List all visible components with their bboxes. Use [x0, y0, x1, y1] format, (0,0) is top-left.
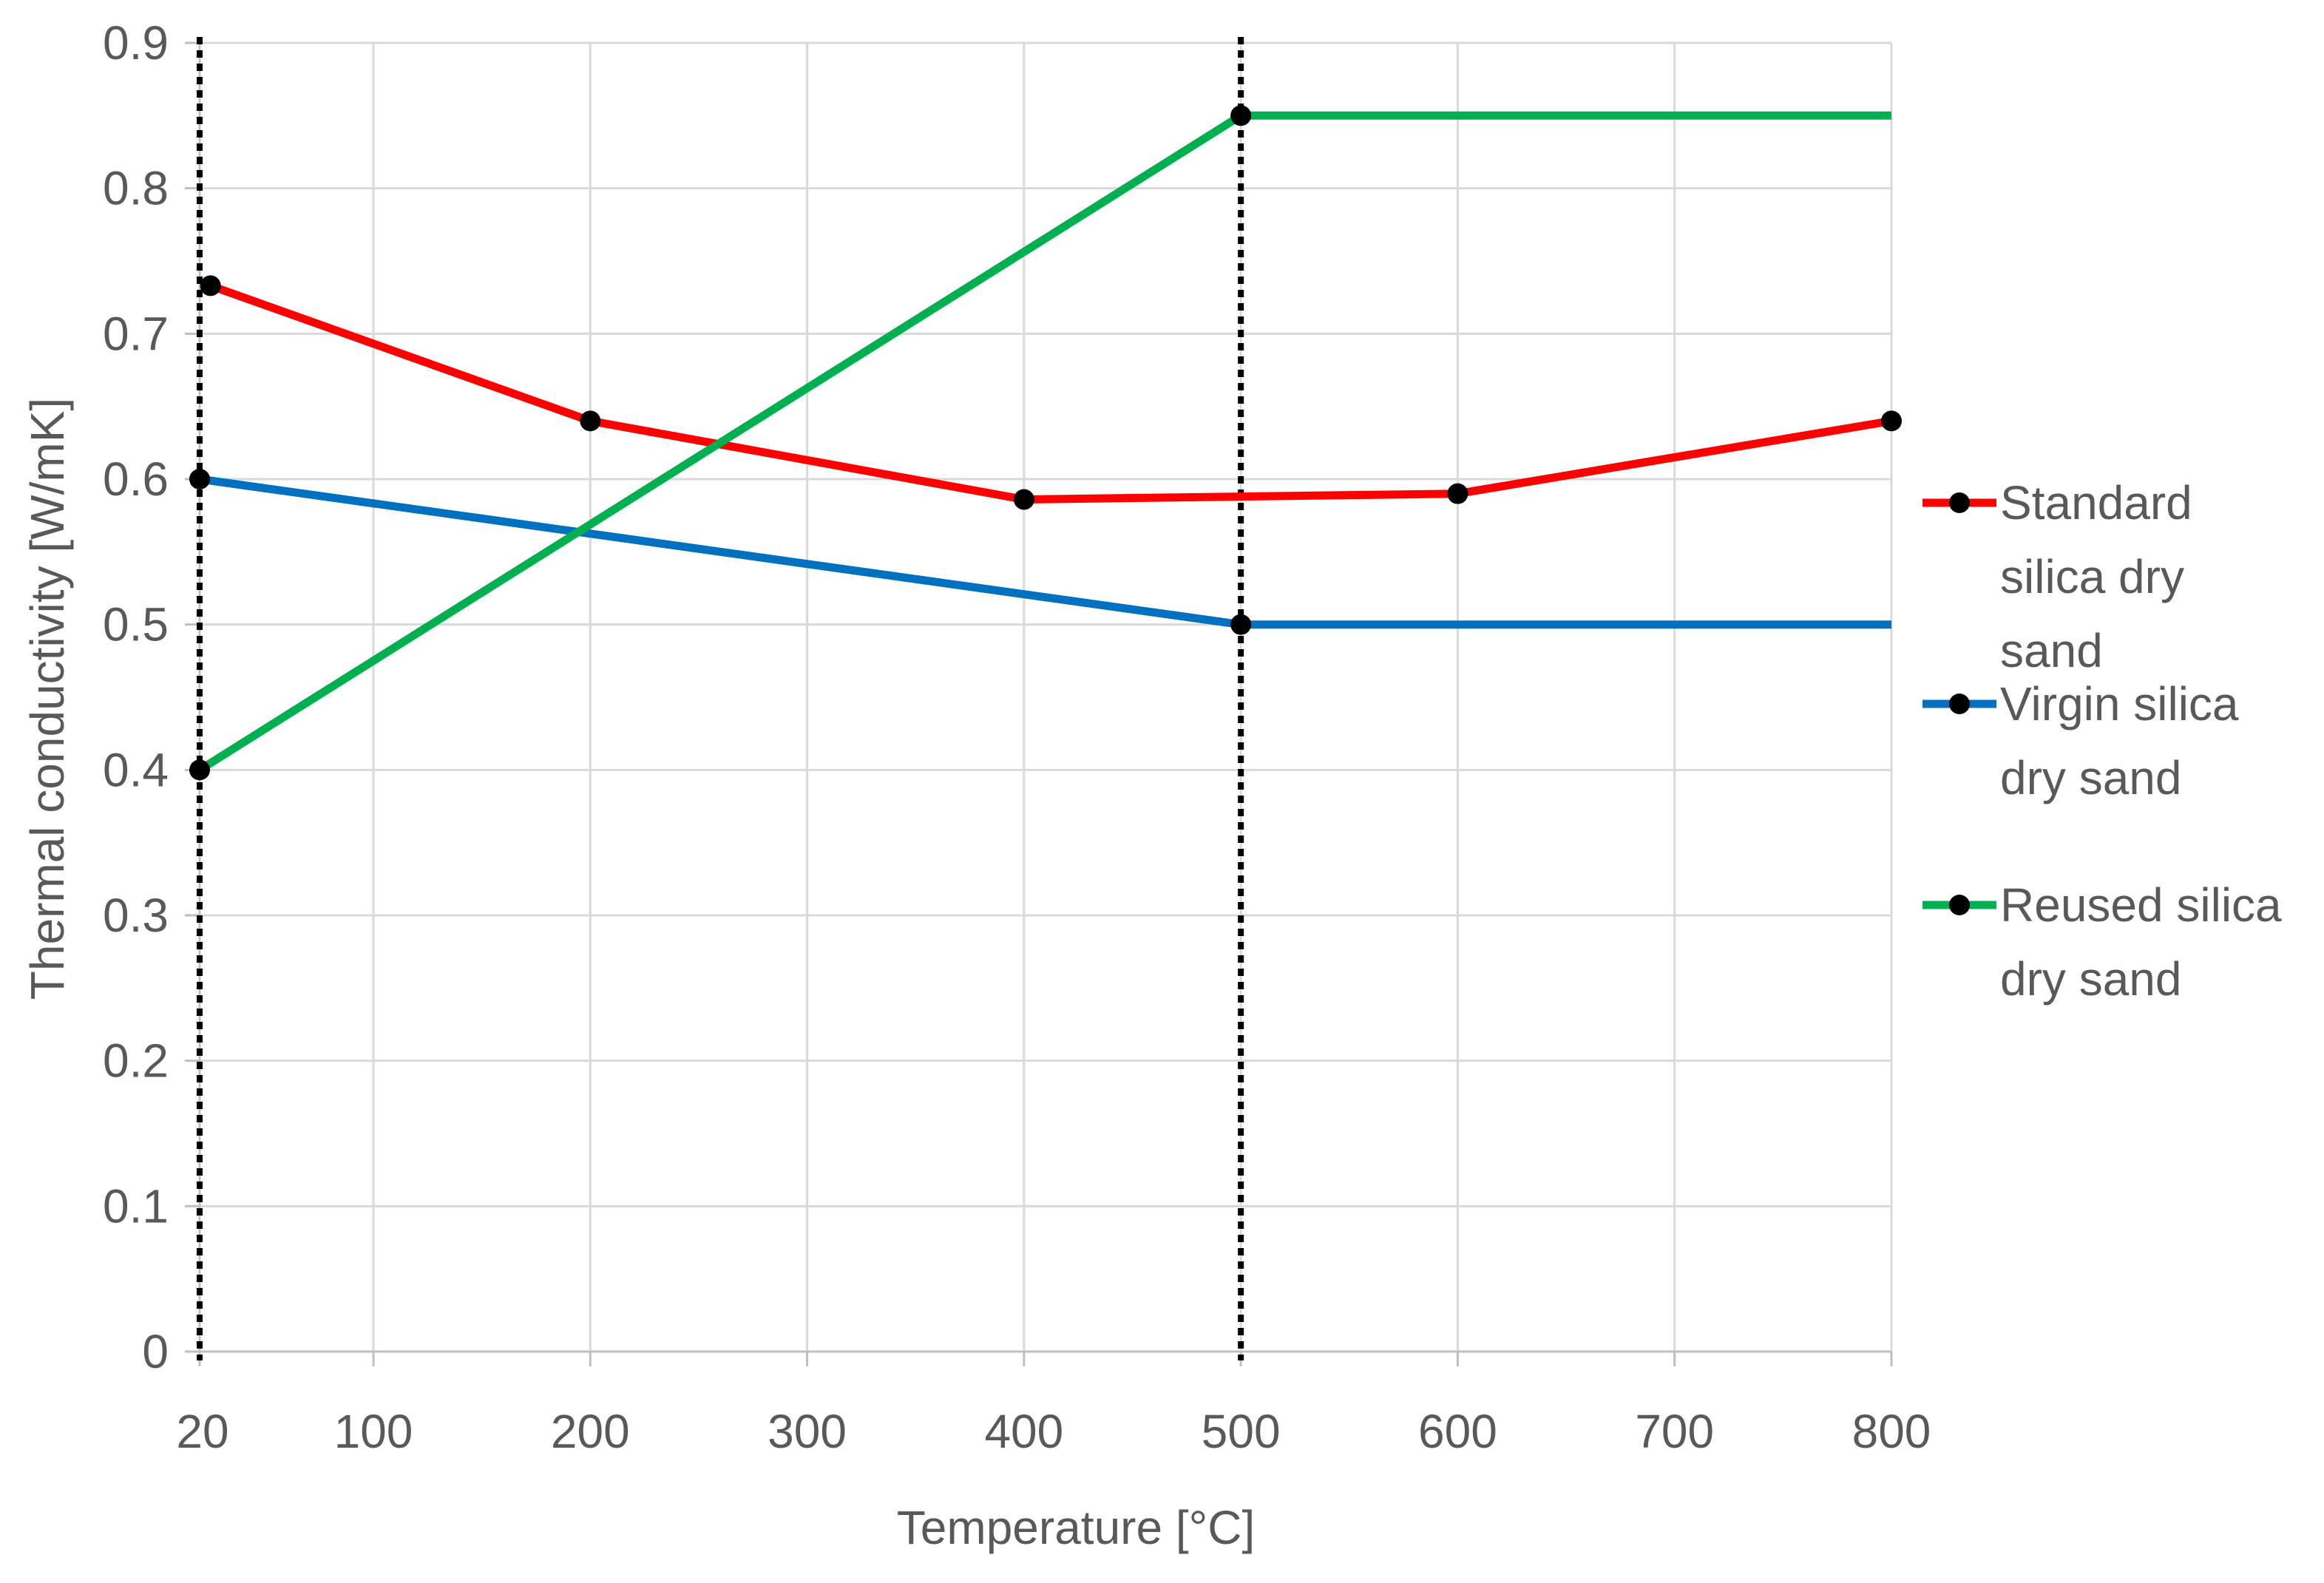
data-point [200, 275, 221, 296]
x-axis-title: Temperature [°C] [897, 1501, 1255, 1554]
y-tick-label: 0.2 [103, 1034, 169, 1088]
legend-label: Virgin silica [2000, 677, 2239, 731]
x-tick-label: 400 [984, 1405, 1063, 1458]
y-tick-label: 0.9 [103, 16, 169, 70]
legend-label: Standard [2000, 476, 2192, 529]
data-markers [189, 105, 1902, 781]
data-point [580, 410, 601, 432]
y-tick-label: 0.8 [103, 162, 169, 215]
y-tick-labels: 0 0.1 0.2 0.3 0.4 0.5 0.6 0.7 0.8 0.9 [103, 16, 169, 1378]
x-tick-label: 700 [1635, 1405, 1714, 1458]
x-tick-label: 20 [176, 1405, 228, 1458]
legend-label: silica dry [2000, 550, 2184, 603]
legend-swatch-marker [1949, 895, 1970, 915]
legend-label: dry sand [2000, 952, 2181, 1006]
data-point [1881, 410, 1902, 432]
legend-label: Reused silica [2000, 878, 2282, 932]
data-point [189, 759, 210, 781]
legend-label: dry sand [2000, 751, 2181, 804]
x-tick-label: 200 [551, 1405, 630, 1458]
x-tick-label: 100 [334, 1405, 413, 1458]
y-tick-label: 0 [142, 1325, 169, 1378]
x-tick-labels: 20 100 200 300 400 500 600 700 800 [176, 1405, 1931, 1458]
legend-label: sand [2000, 624, 2103, 677]
y-axis-title: Thermal conductivity [W/mK] [21, 398, 74, 1000]
y-tick-label: 0.4 [103, 743, 169, 796]
data-point [1447, 483, 1468, 504]
x-tick-label: 500 [1202, 1405, 1281, 1458]
x-tick-label: 600 [1418, 1405, 1497, 1458]
legend-swatch-marker [1949, 492, 1970, 513]
y-tick-label: 0.3 [103, 889, 169, 942]
y-tick-label: 0.5 [103, 598, 169, 651]
x-tick-label: 300 [768, 1405, 847, 1458]
data-point [189, 469, 210, 489]
data-point [1230, 105, 1252, 126]
y-tick-label: 0.7 [103, 307, 169, 360]
legend-swatch-marker [1949, 694, 1970, 714]
y-tick-label: 0.1 [103, 1179, 169, 1233]
data-point [1013, 489, 1034, 510]
x-tick-label: 800 [1852, 1405, 1931, 1458]
data-point [1230, 614, 1252, 635]
y-tick-label: 0.6 [103, 452, 169, 506]
